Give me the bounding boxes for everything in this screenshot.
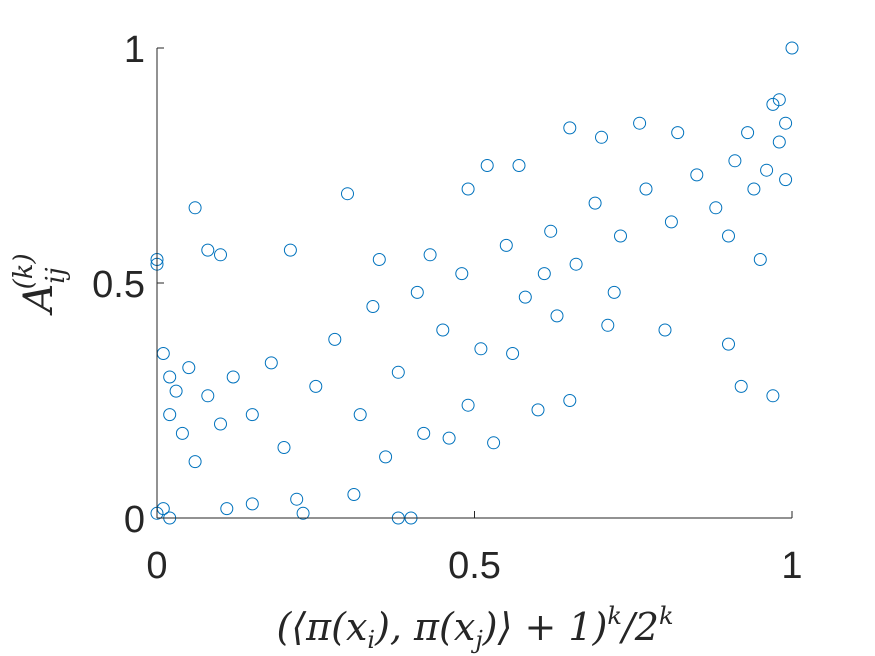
data-point [163, 408, 177, 422]
data-point [728, 154, 742, 168]
data-point [614, 229, 627, 243]
data-point [366, 300, 380, 313]
data-point [766, 97, 780, 111]
x-tick-label: 1 [781, 545, 802, 587]
data-point [563, 394, 577, 407]
data-point [347, 488, 361, 501]
data-point [290, 492, 304, 506]
data-point [296, 506, 310, 520]
data-point [442, 431, 456, 445]
data-point [379, 450, 393, 464]
tick-labels: 0 0.5 1 0 0.5 1 [92, 29, 802, 587]
data-point [658, 323, 672, 337]
data-point [607, 285, 621, 299]
data-point [455, 267, 469, 281]
data-point [544, 224, 558, 238]
y-tick-label: 0.5 [92, 264, 145, 306]
data-point [220, 502, 234, 516]
data-point [328, 332, 342, 346]
data-point [169, 384, 183, 398]
data-point [188, 201, 202, 215]
data-point [772, 93, 786, 107]
data-point [461, 182, 475, 196]
data-point [550, 309, 564, 323]
data-point [531, 403, 545, 417]
data-point [601, 318, 615, 332]
data-point [264, 356, 278, 370]
scatter-series [150, 41, 799, 525]
data-point [779, 116, 793, 130]
data-point [595, 130, 608, 144]
data-point [175, 426, 189, 440]
data-point [480, 159, 494, 172]
x-axis-label: (⟨π(xi), π(xj)⟩ + 1)k/2k [277, 602, 674, 654]
data-point [188, 455, 202, 469]
data-point [671, 126, 685, 140]
data-point [537, 267, 551, 281]
x-tick-label: 0.5 [448, 545, 501, 587]
data-point [341, 187, 354, 201]
data-point [391, 365, 405, 379]
data-point [201, 243, 215, 257]
data-point [245, 408, 259, 422]
data-point [722, 229, 735, 243]
data-point [226, 370, 240, 384]
data-point [690, 168, 704, 182]
data-point [747, 182, 761, 196]
data-point [766, 389, 780, 403]
data-point [214, 248, 227, 262]
data-point [588, 196, 602, 210]
data-point [487, 436, 501, 450]
data-point [741, 126, 755, 140]
data-point [245, 497, 259, 511]
data-point [474, 342, 488, 356]
data-point [563, 121, 577, 135]
data-point [779, 173, 793, 187]
data-point [785, 41, 799, 55]
data-point [722, 337, 735, 351]
data-point [214, 417, 227, 431]
axes [156, 47, 793, 519]
data-point [772, 135, 786, 149]
data-point [639, 182, 653, 196]
data-point [201, 389, 215, 403]
data-point [372, 253, 386, 266]
data-point [461, 398, 475, 412]
data-point [277, 441, 291, 454]
data-point [664, 215, 678, 229]
data-point [283, 243, 297, 257]
data-point [753, 253, 767, 266]
data-point [163, 370, 177, 384]
data-point [518, 290, 532, 304]
data-point [734, 379, 748, 393]
data-point [353, 408, 367, 422]
data-point [410, 285, 424, 299]
y-tick-label: 0 [124, 499, 145, 541]
axis-labels: (⟨π(xi), π(xj)⟩ + 1)k/2k Aij(k) [9, 253, 674, 654]
data-point [569, 257, 583, 271]
data-point [436, 323, 450, 337]
data-point [506, 347, 520, 360]
data-point [182, 361, 196, 375]
y-tick-label: 1 [124, 29, 145, 71]
data-point [499, 238, 513, 252]
y-axis-label: Aij(k) [9, 253, 71, 316]
data-point [760, 163, 774, 177]
data-point [423, 248, 437, 262]
data-point [309, 379, 323, 393]
data-point [512, 159, 526, 172]
data-point [633, 116, 647, 130]
data-point [156, 347, 170, 360]
data-point [709, 201, 723, 215]
data-point [417, 426, 431, 440]
x-tick-label: 0 [146, 545, 167, 587]
